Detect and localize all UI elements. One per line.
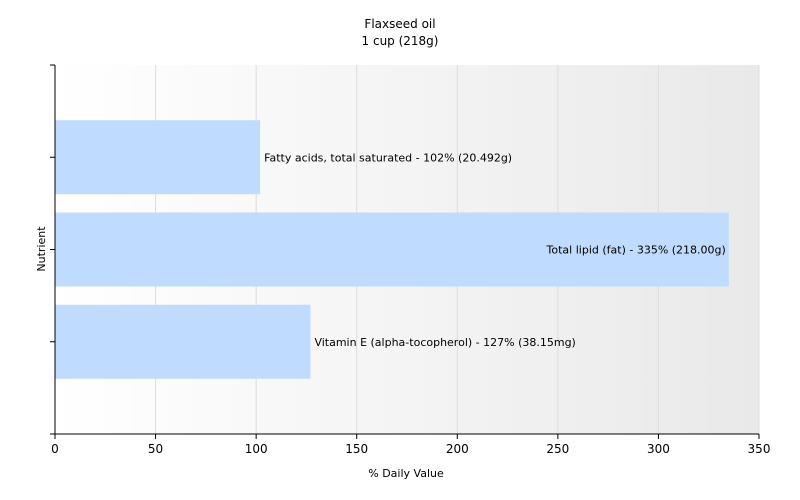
y-axis-title: Nutrient [35, 226, 48, 272]
axes: 0 50 100 150 200 250 300 350 [50, 64, 771, 456]
chart-title: Flaxseed oil [364, 17, 435, 31]
x-tick-label: 350 [748, 442, 771, 456]
x-tick-label: 100 [245, 442, 268, 456]
x-tick-label: 200 [446, 442, 469, 456]
bar-data-label: Vitamin E (alpha-tocopherol) - 127% (38.… [314, 336, 575, 349]
bar [55, 120, 261, 195]
x-tick-label: 150 [345, 442, 368, 456]
x-axis-title: % Daily Value [368, 467, 444, 480]
bar-data-label: Fatty acids, total saturated - 102% (20.… [264, 151, 512, 164]
x-tick-label: 250 [546, 442, 569, 456]
bar [55, 212, 729, 287]
x-tick-label: 300 [647, 442, 670, 456]
bar [55, 304, 311, 379]
x-tick-label: 50 [148, 442, 163, 456]
chart-subtitle: 1 cup (218g) [362, 34, 439, 48]
bars: Fatty acids, total saturated - 102% (20.… [55, 120, 729, 379]
x-tick-label: 0 [51, 442, 59, 456]
bar-data-label: Total lipid (fat) - 335% (218.00g) [546, 244, 726, 257]
